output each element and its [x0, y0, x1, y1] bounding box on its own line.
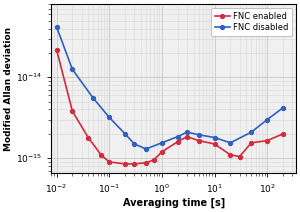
- FNC disabled: [213, 136, 216, 139]
- FNC disabled: [107, 116, 111, 119]
- X-axis label: Averaging time [s]: Averaging time [s]: [122, 198, 225, 208]
- FNC enabled: [99, 154, 103, 156]
- FNC enabled: [144, 162, 148, 164]
- FNC disabled: [281, 106, 285, 109]
- FNC enabled: [70, 110, 74, 113]
- FNC enabled: [238, 155, 242, 158]
- FNC enabled: [197, 139, 200, 142]
- FNC enabled: [160, 151, 164, 153]
- Line: FNC disabled: FNC disabled: [55, 25, 285, 151]
- FNC enabled: [266, 139, 269, 142]
- FNC enabled: [281, 132, 285, 135]
- Legend: FNC enabled, FNC disabled: FNC enabled, FNC disabled: [211, 8, 292, 35]
- FNC enabled: [250, 142, 253, 144]
- FNC enabled: [86, 136, 90, 139]
- FNC disabled: [55, 26, 58, 28]
- FNC disabled: [133, 143, 136, 145]
- FNC disabled: [185, 131, 189, 133]
- FNC disabled: [70, 68, 74, 71]
- FNC enabled: [55, 48, 58, 51]
- Line: FNC enabled: FNC enabled: [55, 48, 285, 166]
- FNC enabled: [107, 161, 111, 163]
- FNC enabled: [152, 159, 155, 161]
- Y-axis label: Modified Allan deviation: Modified Allan deviation: [4, 27, 13, 151]
- FNC disabled: [176, 135, 179, 138]
- FNC disabled: [160, 142, 164, 144]
- FNC disabled: [144, 148, 148, 150]
- FNC disabled: [250, 131, 253, 133]
- FNC disabled: [92, 97, 95, 100]
- FNC enabled: [176, 140, 179, 143]
- FNC disabled: [123, 132, 127, 135]
- FNC enabled: [133, 163, 136, 165]
- FNC enabled: [123, 163, 127, 165]
- FNC disabled: [197, 134, 200, 136]
- FNC enabled: [185, 135, 189, 138]
- FNC enabled: [213, 143, 216, 145]
- FNC enabled: [229, 154, 232, 156]
- FNC disabled: [229, 142, 232, 144]
- FNC disabled: [266, 118, 269, 121]
